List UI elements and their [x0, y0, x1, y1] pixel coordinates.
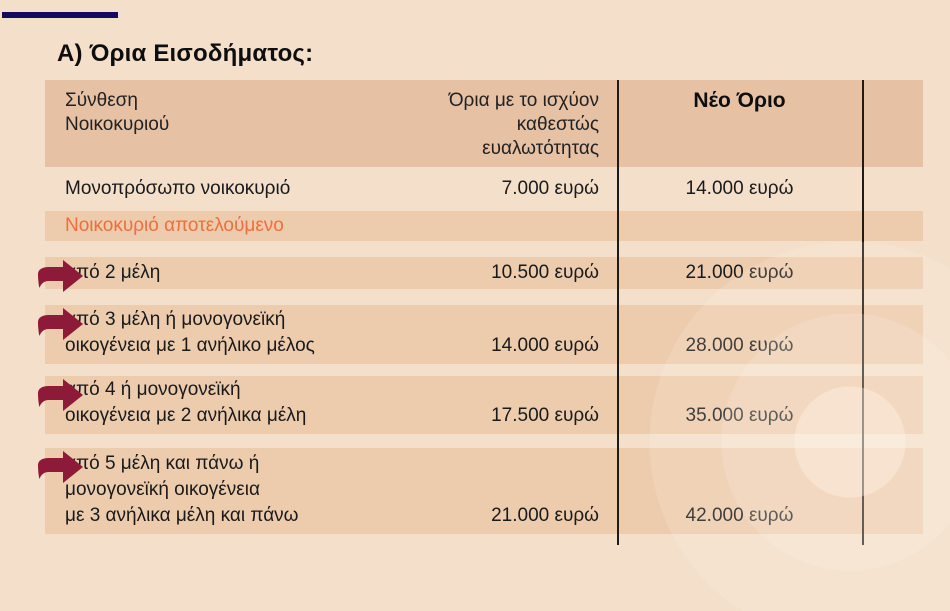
header-current-line3: ευαλωτότητας	[482, 138, 599, 159]
current-limit-value: 17.500 ευρώ	[491, 405, 599, 426]
table-row: από 3 μέλη ή μονογονεϊκή οικογένεια με 1…	[38, 305, 923, 364]
new-limit-value: 35.000 ευρώ	[685, 405, 794, 426]
row-label: Μονοπρόσωπο νοικοκυριό	[45, 176, 395, 202]
header-current-limit: Όρια με το ισχύον καθεστώς ευαλωτότητας	[395, 89, 599, 161]
row-label-line: οικογένεια με 2 ανήλικα μέλη	[65, 405, 307, 426]
row-label-line: μονογονεϊκή οικογένεια	[65, 479, 260, 500]
table-row: από 5 μέλη και πάνω ή μονογονεϊκή οικογέ…	[38, 448, 923, 534]
header-composition-line2: Νοικοκυριού	[65, 114, 170, 135]
page-title: Α) Όρια Εισοδήματος:	[57, 40, 314, 67]
arrow-icon	[38, 308, 83, 340]
current-limit-value: 10.500 ευρώ	[491, 262, 599, 283]
row-label: από 5 μέλη και πάνω ή μονογονεϊκή οικογέ…	[45, 451, 395, 534]
table-header-row: Σύνθεση Νοικοκυριού Όρια με το ισχύον κα…	[45, 80, 923, 167]
column-divider-2	[862, 80, 864, 545]
income-table: Σύνθεση Νοικοκυριού Όρια με το ισχύον κα…	[38, 80, 923, 545]
row-label-line: Μονοπρόσωπο νοικοκυριό	[65, 177, 291, 199]
row-label-line: από 2 μέλη	[65, 262, 161, 283]
header-composition: Σύνθεση Νοικοκυριού	[45, 89, 395, 137]
arrow-icon	[38, 451, 83, 483]
row-label-line: με 3 ανήλικα μέλη και πάνω	[65, 505, 299, 526]
arrow-icon	[38, 260, 83, 292]
row-label-line: από 3 μέλη ή μονογονεϊκή	[65, 309, 286, 330]
new-limit-value: 28.000 ευρώ	[685, 335, 794, 356]
column-divider-1	[617, 80, 619, 545]
row-label: από 3 μέλη ή μονογονεϊκή οικογένεια με 1…	[45, 307, 395, 364]
header-composition-line1: Σύνθεση	[65, 90, 138, 111]
accent-bar	[2, 12, 118, 18]
current-limit-value: 7.000 ευρώ	[501, 177, 599, 199]
table-row: Νοικοκυριό αποτελούμενο	[45, 211, 923, 241]
new-limit-value: 21.000 ευρώ	[685, 262, 794, 283]
header-new-limit: Νέο Όριο	[693, 89, 786, 112]
table-row: Μονοπρόσωπο νοικοκυριό 7.000 ευρώ 14.000…	[45, 167, 923, 210]
new-limit-value: 42.000 ευρώ	[685, 505, 794, 526]
header-current-line2: καθεστώς	[516, 114, 599, 135]
table-row: από 4 ή μονογονεϊκή οικογένεια με 2 ανήλ…	[38, 376, 923, 434]
row-label-line: από 5 μέλη και πάνω ή	[65, 453, 260, 474]
row-label: από 2 μέλη	[45, 260, 395, 286]
current-limit-value: 14.000 ευρώ	[491, 335, 599, 356]
row-label: Νοικοκυριό αποτελούμενο	[45, 213, 605, 239]
row-label-line: από 4 ή μονογονεϊκή	[65, 379, 241, 400]
row-label-line: οικογένεια με 1 ανήλικο μέλος	[65, 335, 315, 356]
row-label: από 4 ή μονογονεϊκή οικογένεια με 2 ανήλ…	[45, 377, 395, 434]
header-current-line1: Όρια με το ισχύον	[448, 90, 599, 111]
arrow-icon	[38, 379, 83, 411]
row-label-line: Νοικοκυριό αποτελούμενο	[65, 215, 284, 236]
table-row: από 2 μέλη 10.500 ευρώ 21.000 ευρώ	[38, 257, 923, 292]
new-limit-value: 14.000 ευρώ	[685, 177, 794, 199]
current-limit-value: 21.000 ευρώ	[491, 505, 599, 526]
